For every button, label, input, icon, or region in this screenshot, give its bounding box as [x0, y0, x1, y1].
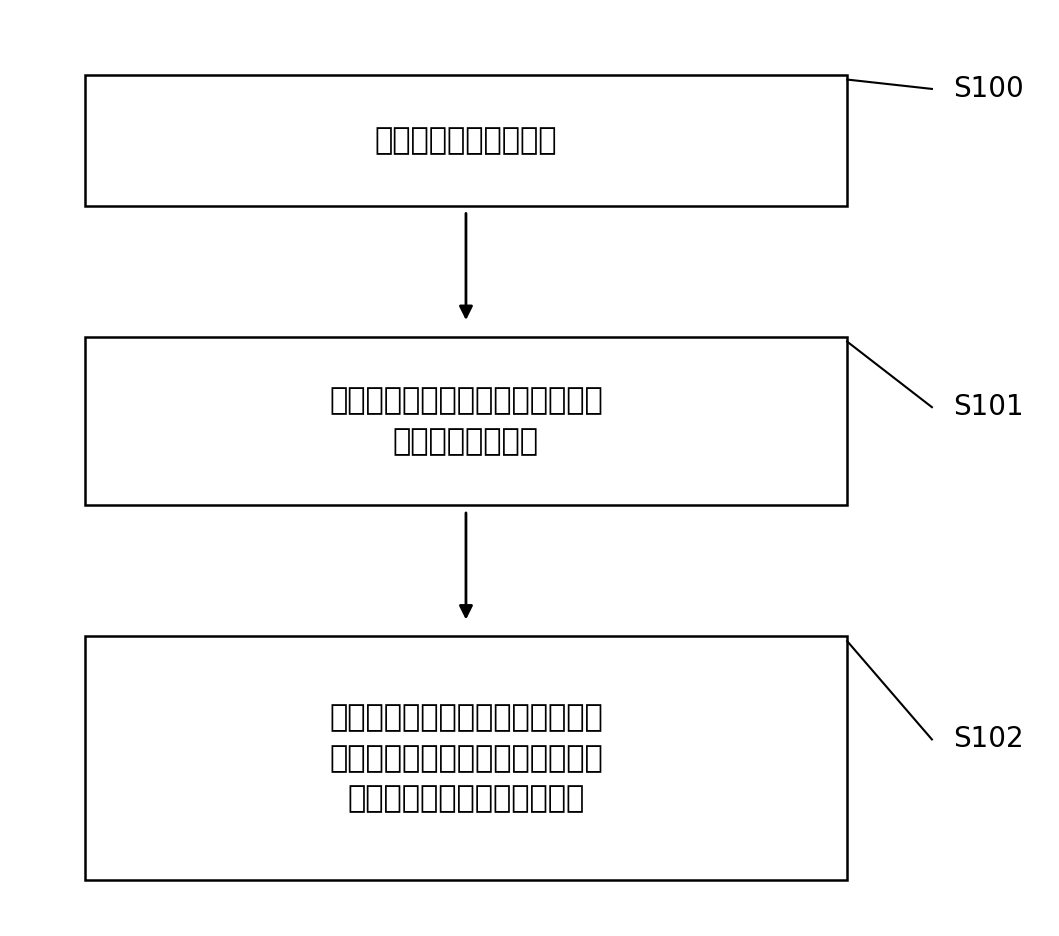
Text: S101: S101 — [953, 393, 1024, 421]
Text: 根据除湿机运行的实际除湿量和除
湿机中储水装置的容积确定储水装
置的当前水位并进行水位提示: 根据除湿机运行的实际除湿量和除 湿机中储水装置的容积确定储水装 置的当前水位并进… — [329, 703, 603, 813]
FancyBboxPatch shape — [85, 337, 847, 505]
Text: S100: S100 — [953, 75, 1024, 103]
FancyBboxPatch shape — [85, 75, 847, 206]
Text: S102: S102 — [953, 725, 1024, 753]
Text: 根据除湿机的性能参数获取除湿机
运行的实际除湿量: 根据除湿机的性能参数获取除湿机 运行的实际除湿量 — [329, 387, 603, 456]
FancyBboxPatch shape — [85, 636, 847, 880]
Text: 获取除湿机的性能参数: 获取除湿机的性能参数 — [375, 126, 557, 154]
